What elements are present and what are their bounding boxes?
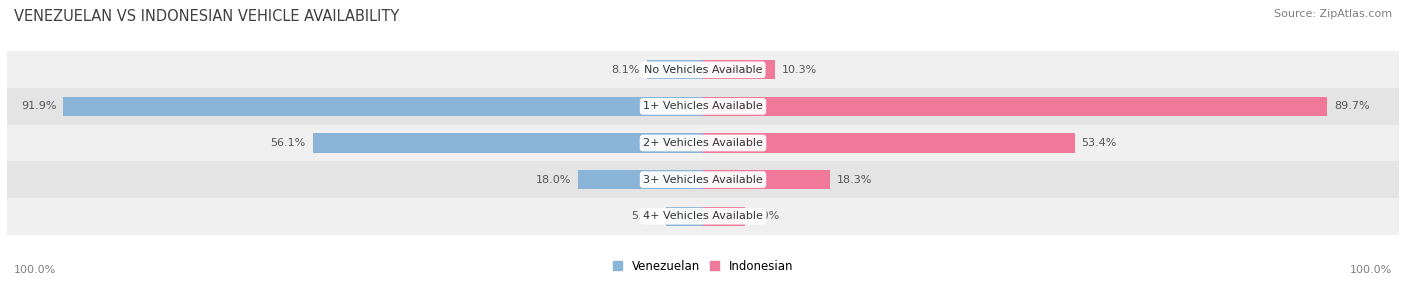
Bar — [703, 134, 1074, 152]
Text: 3+ Vehicles Available: 3+ Vehicles Available — [643, 175, 763, 184]
Text: 100.0%: 100.0% — [1350, 265, 1392, 275]
Text: 100.0%: 100.0% — [14, 265, 56, 275]
Bar — [703, 60, 775, 79]
Text: No Vehicles Available: No Vehicles Available — [644, 65, 762, 75]
Text: 1+ Vehicles Available: 1+ Vehicles Available — [643, 102, 763, 111]
Bar — [703, 207, 745, 226]
Text: Source: ZipAtlas.com: Source: ZipAtlas.com — [1274, 9, 1392, 19]
Bar — [578, 170, 703, 189]
Bar — [7, 198, 1399, 235]
Bar — [7, 51, 1399, 88]
Bar — [312, 134, 703, 152]
Text: 4+ Vehicles Available: 4+ Vehicles Available — [643, 211, 763, 221]
Text: 18.3%: 18.3% — [838, 175, 873, 184]
Text: 18.0%: 18.0% — [536, 175, 571, 184]
Text: 8.1%: 8.1% — [612, 65, 640, 75]
Bar — [703, 97, 1327, 116]
Text: 56.1%: 56.1% — [270, 138, 305, 148]
Legend: Venezuelan, Indonesian: Venezuelan, Indonesian — [609, 255, 797, 277]
Bar — [666, 207, 703, 226]
Text: 89.7%: 89.7% — [1334, 102, 1369, 111]
Bar — [647, 60, 703, 79]
Text: VENEZUELAN VS INDONESIAN VEHICLE AVAILABILITY: VENEZUELAN VS INDONESIAN VEHICLE AVAILAB… — [14, 9, 399, 23]
Bar — [63, 97, 703, 116]
Bar — [7, 161, 1399, 198]
Bar — [703, 170, 831, 189]
Text: 53.4%: 53.4% — [1081, 138, 1116, 148]
Text: 91.9%: 91.9% — [21, 102, 56, 111]
Bar — [7, 88, 1399, 125]
Bar — [7, 125, 1399, 161]
Text: 5.3%: 5.3% — [631, 211, 659, 221]
Text: 2+ Vehicles Available: 2+ Vehicles Available — [643, 138, 763, 148]
Text: 10.3%: 10.3% — [782, 65, 817, 75]
Text: 6.0%: 6.0% — [752, 211, 780, 221]
